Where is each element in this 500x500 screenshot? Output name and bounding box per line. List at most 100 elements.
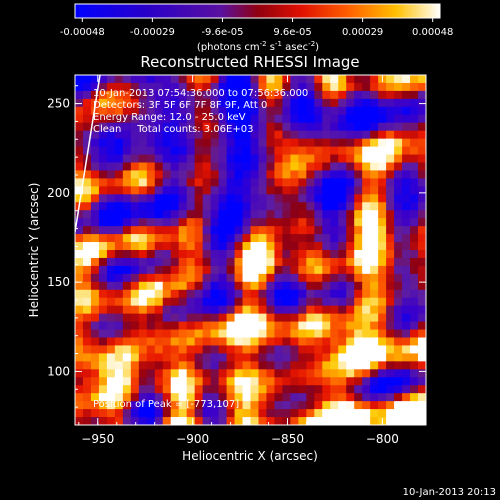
heatmap-cell: [226, 98, 236, 108]
heatmap-cell: [258, 138, 268, 148]
heatmap-cell: [138, 162, 148, 172]
heatmap-cell: [394, 385, 403, 394]
heatmap-cell: [138, 114, 148, 124]
heatmap-cell: [330, 297, 339, 307]
heatmap-cell: [234, 178, 244, 187]
heatmap-cell: [362, 337, 371, 347]
heatmap-cell: [298, 385, 307, 394]
heatmap-cell: [194, 234, 204, 243]
heatmap-cell: [82, 194, 92, 203]
heatmap-cell: [330, 417, 339, 425]
heatmap-cell: [194, 417, 204, 425]
heatmap-cell: [362, 353, 371, 362]
heatmap-cell: [306, 242, 315, 251]
heatmap-cell: [290, 361, 299, 370]
heatmap-cell: [362, 98, 371, 108]
heatmap-cell: [250, 178, 260, 187]
heatmap-cell: [378, 186, 387, 195]
heatmap-cell: [170, 305, 180, 315]
heatmap-cell: [354, 401, 363, 410]
heatmap-cell: [186, 210, 196, 219]
heatmap-cell: [402, 313, 411, 323]
heatmap-cell: [106, 114, 116, 124]
colorbar-ticks: -0.00048 -0.00029 -9.6e-05 9.6e-05 0.00029 0.…: [60, 18, 453, 38]
heatmap-cell: [162, 273, 172, 283]
heatmap-cell: [266, 385, 276, 394]
heatmap-cell: [306, 329, 315, 339]
heatmap-cell: [154, 377, 164, 386]
heatmap-cell: [146, 297, 156, 307]
heatmap-cell: [386, 122, 395, 132]
heatmap-cell: [242, 409, 252, 418]
heatmap-cell: [314, 242, 323, 251]
heatmap-cell: [98, 130, 108, 140]
heatmap-cell: [266, 417, 276, 425]
heatmap-cell: [418, 281, 426, 291]
heatmap-cell: [298, 154, 307, 164]
heatmap-cell: [90, 162, 100, 172]
heatmap-cell: [242, 385, 252, 394]
heatmap-cell: [306, 90, 315, 100]
heatmap-cell: [274, 186, 284, 195]
heatmap-cell: [338, 75, 347, 84]
heatmap-cell: [146, 409, 156, 418]
heatmap-cell: [106, 202, 116, 211]
heatmap-cell: [90, 289, 100, 299]
heatmap-cell: [306, 130, 315, 140]
heatmap-cell: [394, 369, 403, 378]
heatmap-cell: [226, 130, 236, 140]
heatmap-cell: [266, 345, 276, 354]
heatmap-cell: [314, 226, 323, 235]
heatmap-cell: [202, 122, 212, 132]
heatmap-cell: [98, 162, 108, 172]
heatmap-cell: [410, 305, 419, 315]
heatmap-cell: [162, 98, 172, 108]
heatmap-cell: [194, 130, 204, 140]
heatmap-cell: [250, 417, 260, 425]
heatmap-cell: [218, 313, 228, 323]
heatmap-cell: [338, 82, 347, 92]
heatmap-cell: [362, 417, 371, 425]
heatmap-cell: [370, 393, 379, 402]
heatmap-cell: [90, 250, 100, 259]
heatmap-cell: [154, 114, 164, 124]
heatmap-cell: [146, 194, 156, 203]
heatmap-cell: [130, 273, 140, 283]
heatmap-cell: [162, 321, 172, 331]
heatmap-cell: [210, 273, 220, 283]
heatmap-cell: [370, 321, 379, 331]
heatmap-cell: [386, 178, 395, 187]
heatmap-cell: [130, 417, 140, 425]
heatmap-cell: [306, 210, 315, 219]
heatmap-cell: [410, 114, 419, 124]
heatmap-cell: [282, 106, 291, 116]
heatmap-cell: [362, 75, 371, 84]
heatmap-cell: [114, 186, 124, 195]
heatmap-cell: [410, 218, 419, 227]
heatmap-cell: [314, 281, 323, 291]
heatmap-cell: [114, 305, 124, 315]
heatmap-cell: [274, 289, 284, 299]
heatmap-cell: [418, 313, 426, 323]
heatmap-cell: [298, 178, 307, 187]
heatmap-cell: [75, 257, 84, 267]
heatmap-cell: [266, 313, 276, 323]
annotation-energy: Energy Range: 12.0 - 25.0 keV: [93, 112, 246, 123]
heatmap-cell: [354, 98, 363, 108]
heatmap-cell: [338, 122, 347, 132]
heatmap-cell: [250, 345, 260, 354]
heatmap-cell: [146, 90, 156, 100]
heatmap-cell: [90, 122, 100, 132]
heatmap-cell: [242, 202, 252, 211]
heatmap-cell: [258, 218, 268, 227]
heatmap-cell: [354, 361, 363, 370]
heatmap-cell: [130, 242, 140, 251]
heatmap-cell: [394, 257, 403, 267]
heatmap-cell: [274, 202, 284, 211]
heatmap-cell: [75, 297, 84, 307]
heatmap-cell: [354, 130, 363, 140]
heatmap-cell: [98, 154, 108, 164]
heatmap-cell: [314, 170, 323, 179]
heatmap-cell: [130, 75, 140, 84]
heatmap-cell: [210, 242, 220, 251]
